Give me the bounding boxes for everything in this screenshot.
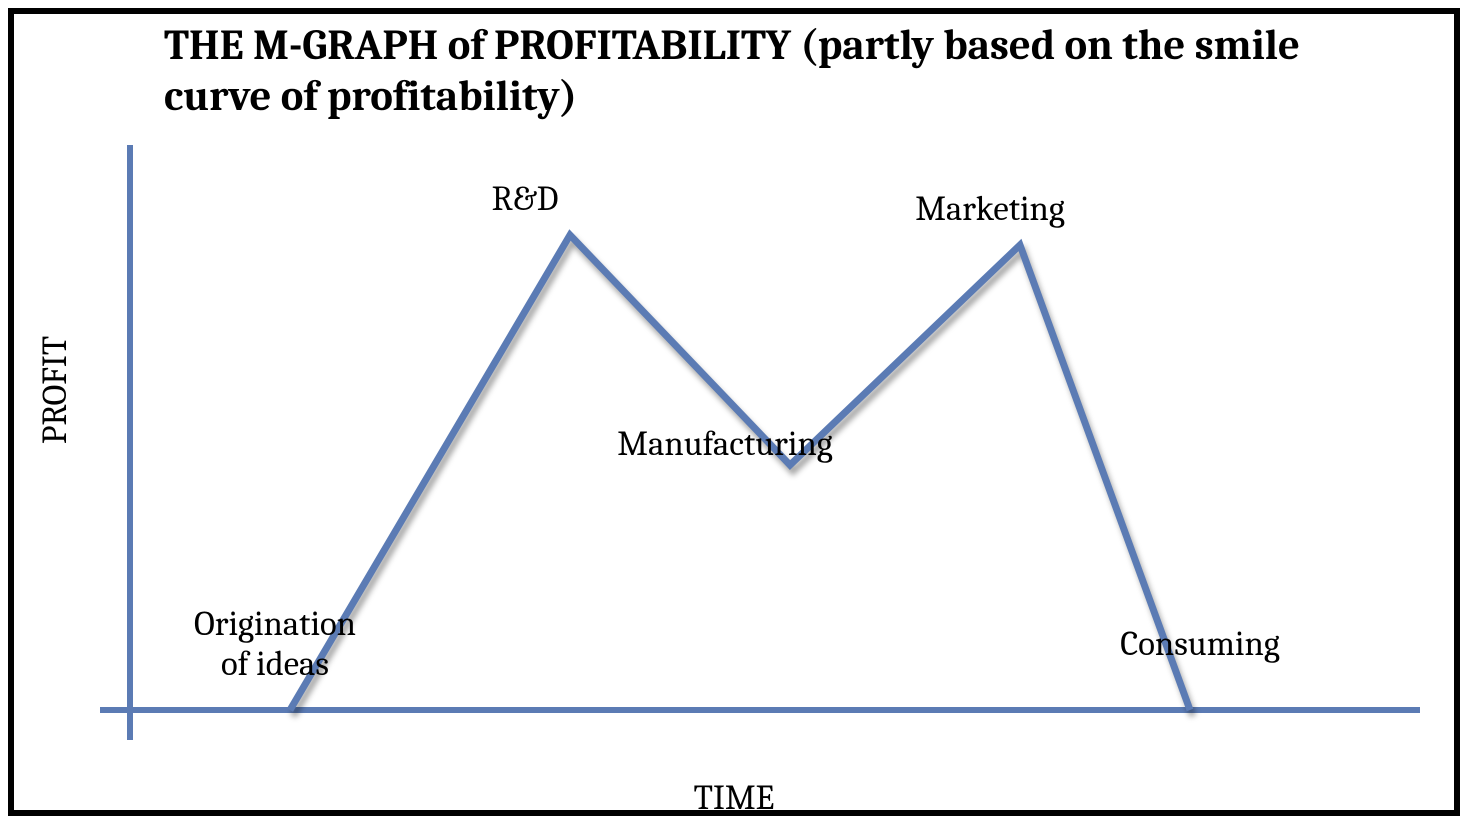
chart-frame: THE M-GRAPH of PROFITABILITY (partly bas… [0,0,1468,824]
x-axis-label: TIME [694,778,775,818]
point-label-3: Marketing [915,190,1065,230]
point-label-1: R&D [492,180,559,220]
point-label-0: Origination of ideas [194,605,356,685]
series-group [290,235,1190,710]
y-axis-label: PROFIT [35,336,75,444]
point-label-4: Consuming [1120,625,1280,665]
m-curve-line [290,235,1190,710]
chart-svg [0,0,1468,824]
point-label-2: Manufacturing [617,425,832,465]
